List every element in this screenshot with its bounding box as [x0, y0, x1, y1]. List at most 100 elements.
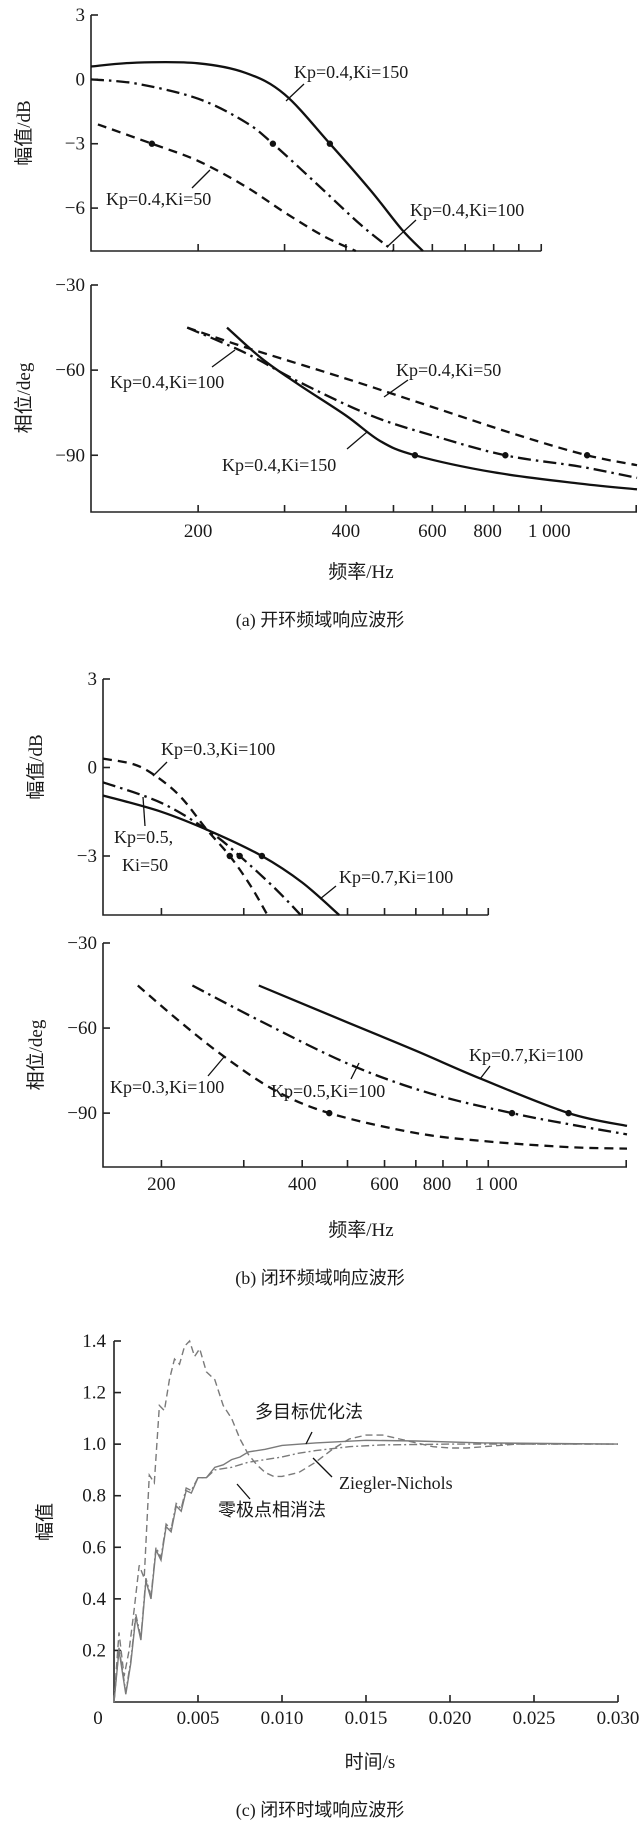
series-line-dashed: [186, 326, 638, 467]
x-tick-label: 600: [418, 521, 447, 542]
x-tick-label: 400: [332, 521, 361, 542]
data-point-marker: [148, 140, 156, 147]
series-label: Kp=0.4,Ki=50: [106, 189, 211, 209]
series-line-dashed: [137, 984, 628, 1150]
axes-frame: [102, 679, 489, 916]
series-line-dashdot: [90, 78, 395, 252]
data-point-marker: [583, 452, 591, 459]
y-tick-label: −30: [55, 275, 85, 296]
y-axis-title: 幅值/dB: [25, 734, 47, 799]
axes-frame: [102, 943, 627, 1168]
series-label: Kp=0.4,Ki=150: [294, 62, 408, 82]
data-point-marker: [226, 852, 233, 860]
y-tick-label: 0.8: [82, 1486, 106, 1507]
label-leader-line: [387, 219, 417, 247]
figure-caption: (b) 闭环频域响应波形: [235, 1268, 405, 1289]
x-tick-label: 200: [147, 1174, 176, 1195]
data-point-marker: [326, 140, 334, 147]
label-leader-line: [152, 761, 168, 777]
y-tick-label: −90: [55, 445, 85, 466]
annotation-leader-line: [312, 1457, 333, 1478]
x-tick-label: 200: [184, 521, 213, 542]
data-point-marker: [258, 852, 266, 860]
series-line-solid: [102, 794, 340, 916]
axes-frame: [90, 15, 542, 252]
annotation-leader-line: [305, 1431, 313, 1445]
phase-subplot: −30 −60 −90 相位/deg Kp=0.4,Ki=100 Kp=0.4,Ki=50…: [13, 275, 638, 513]
label-leader-line: [319, 885, 337, 900]
y-tick-label: 1.0: [82, 1434, 106, 1455]
series-line-solid: [90, 60, 424, 252]
x-tick-label: 0.015: [345, 1708, 388, 1729]
data-point-marker: [502, 452, 509, 459]
y-tick-label: 3: [88, 669, 98, 690]
data-point-marker: [236, 852, 243, 860]
y-axis-title: 幅值: [34, 1503, 56, 1541]
x-axis-title: 频率/Hz: [328, 1219, 393, 1241]
y-tick-label: 3: [76, 5, 86, 26]
series-label: Kp=0.4,Ki=100: [410, 200, 524, 220]
data-point-marker: [326, 1109, 333, 1117]
time-response-panel-c: 0.2 0.4 0.6 0.8 1.0 1.2 1.4 0 0.005 0.010 0.015 0.0…: [34, 1331, 639, 1821]
y-tick-label: 0.4: [82, 1589, 106, 1610]
label-leader-line: [346, 431, 368, 450]
x-tick-label: 1 000: [528, 521, 571, 542]
label-leader-line: [207, 1056, 225, 1077]
series-annotation: Ziegler-Nichols: [339, 1473, 453, 1493]
figure-caption: (c) 闭环时域响应波形: [236, 1800, 404, 1821]
y-tick-label: 0: [88, 758, 98, 779]
series-line-dashed: [102, 757, 269, 916]
label-leader-line: [350, 1062, 360, 1080]
y-tick-label: −60: [55, 360, 85, 381]
y-tick-label: −6: [65, 198, 85, 219]
series-line-dashed: [97, 123, 357, 253]
y-axis-title: 相位/deg: [13, 362, 35, 433]
magnitude-subplot: 3 0 −3 −6 幅值/dB Kp=0.4,Ki=150 Kp=0.4,Ki=50 Kp=0…: [13, 5, 543, 253]
y-axis-title: 幅值/dB: [13, 100, 35, 165]
series-label: Kp=0.5,: [114, 827, 173, 847]
series-label: Kp=0.3,Ki=100: [110, 1077, 224, 1097]
series-label: Kp=0.4,Ki=50: [396, 360, 501, 380]
series-label: Kp=0.3,Ki=100: [161, 739, 275, 759]
label-leader-line: [383, 379, 409, 398]
data-point-marker: [269, 140, 277, 147]
x-tick-label: 0: [93, 1708, 103, 1729]
x-axis-title: 时间/s: [345, 1751, 396, 1773]
freq-response-panel-a: 3 0 −3 −6 幅值/dB Kp=0.4,Ki=150 Kp=0.4,Ki=50 Kp=0…: [13, 5, 638, 631]
x-tick-label: 0.030: [597, 1708, 639, 1729]
freq-response-panel-b: 3 0 −3 幅值/dB Kp=0.3,Ki=100 Kp=0.5, Ki=50 Kp=0.7…: [25, 669, 628, 1289]
series-line-solid: [226, 326, 638, 491]
label-leader-line: [285, 83, 305, 102]
x-tick-label: 600: [370, 1174, 399, 1195]
x-tick-label: 0.020: [429, 1708, 472, 1729]
data-point-marker: [565, 1109, 572, 1117]
y-tick-label: 1.2: [82, 1383, 106, 1404]
label-leader-line: [211, 349, 236, 368]
label-leader-line: [191, 169, 211, 189]
axes-frame: [90, 285, 637, 513]
y-tick-label: 0: [76, 69, 86, 90]
x-tick-label: 400: [288, 1174, 317, 1195]
data-point-marker: [508, 1109, 516, 1117]
y-tick-label: −3: [65, 134, 85, 155]
x-tick-label: 800: [423, 1174, 452, 1195]
annotation-leader-line: [236, 1483, 251, 1500]
series-line-dashdot: [186, 326, 638, 480]
x-tick-label: 1 000: [475, 1174, 518, 1195]
x-tick-label: 0.010: [261, 1708, 304, 1729]
series-label: Ki=50: [122, 855, 168, 875]
x-tick-label: 0.005: [177, 1708, 220, 1729]
y-tick-label: −30: [67, 933, 97, 954]
y-tick-label: 0.2: [82, 1640, 106, 1661]
series-annotation: 零极点相消法: [218, 1500, 326, 1520]
y-axis-title: 相位/deg: [25, 1019, 47, 1090]
label-leader-line: [142, 796, 146, 827]
series-label: Kp=0.7,Ki=100: [339, 867, 453, 887]
series-label: Kp=0.4,Ki=100: [110, 372, 224, 392]
series-line-dashdot: [191, 984, 628, 1136]
data-point-marker: [411, 452, 419, 459]
x-axis-title: 频率/Hz: [328, 561, 393, 583]
series-label: Kp=0.7,Ki=100: [469, 1045, 583, 1065]
y-tick-label: −60: [67, 1018, 97, 1039]
